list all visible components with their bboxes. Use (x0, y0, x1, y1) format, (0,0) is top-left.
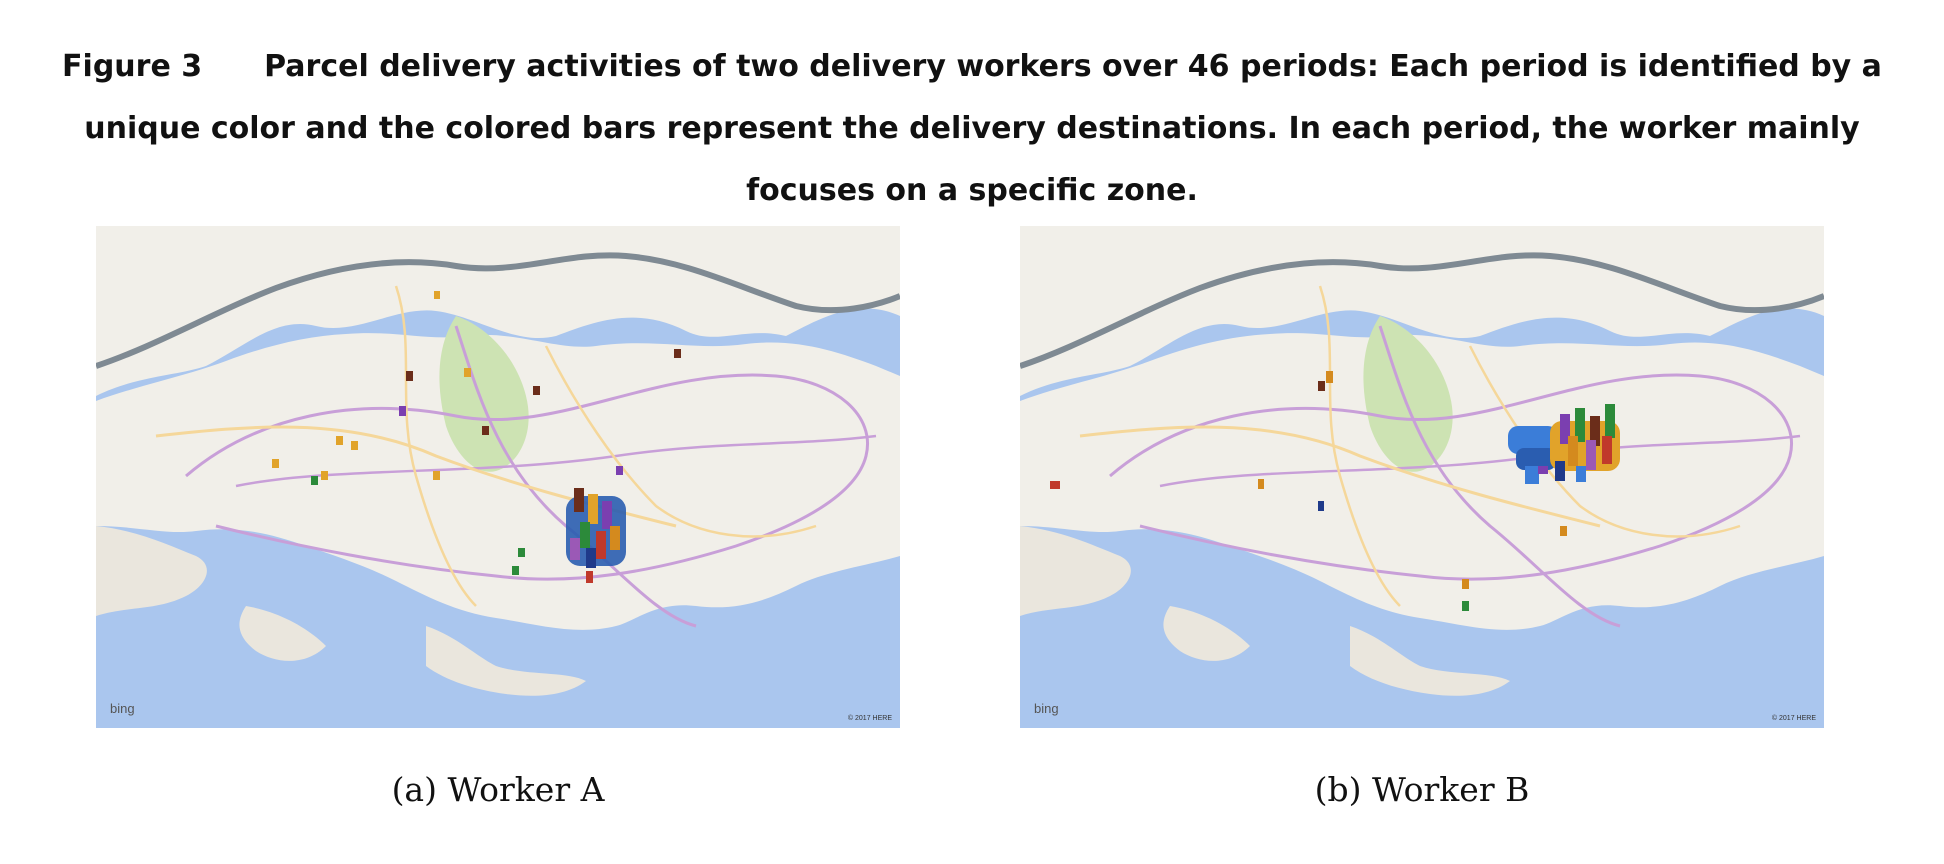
figure-caption: Figure 3 Parcel delivery activities of tw… (30, 36, 1914, 222)
subcaption-worker-a: (a) Worker A (391, 770, 605, 809)
map-worker-a: bing © 2017 HERE (96, 226, 900, 728)
figure-caption-text: Parcel delivery activities of two delive… (84, 49, 1882, 208)
map-canvas-b (1020, 226, 1824, 728)
figure-label: Figure 3 (62, 49, 203, 84)
map-worker-b: bing © 2017 HERE (1020, 226, 1824, 728)
bing-logo-a: bing (110, 701, 135, 716)
copyright-b: © 2017 HERE (1771, 715, 1816, 722)
subcaption-worker-b: (b) Worker B (1314, 770, 1530, 809)
bing-logo-b: bing (1034, 701, 1059, 716)
delivery-bars-b (1050, 371, 1620, 611)
map-canvas-a (96, 226, 900, 728)
copyright-a: © 2017 HERE (847, 715, 892, 722)
delivery-bars-a (272, 291, 681, 583)
